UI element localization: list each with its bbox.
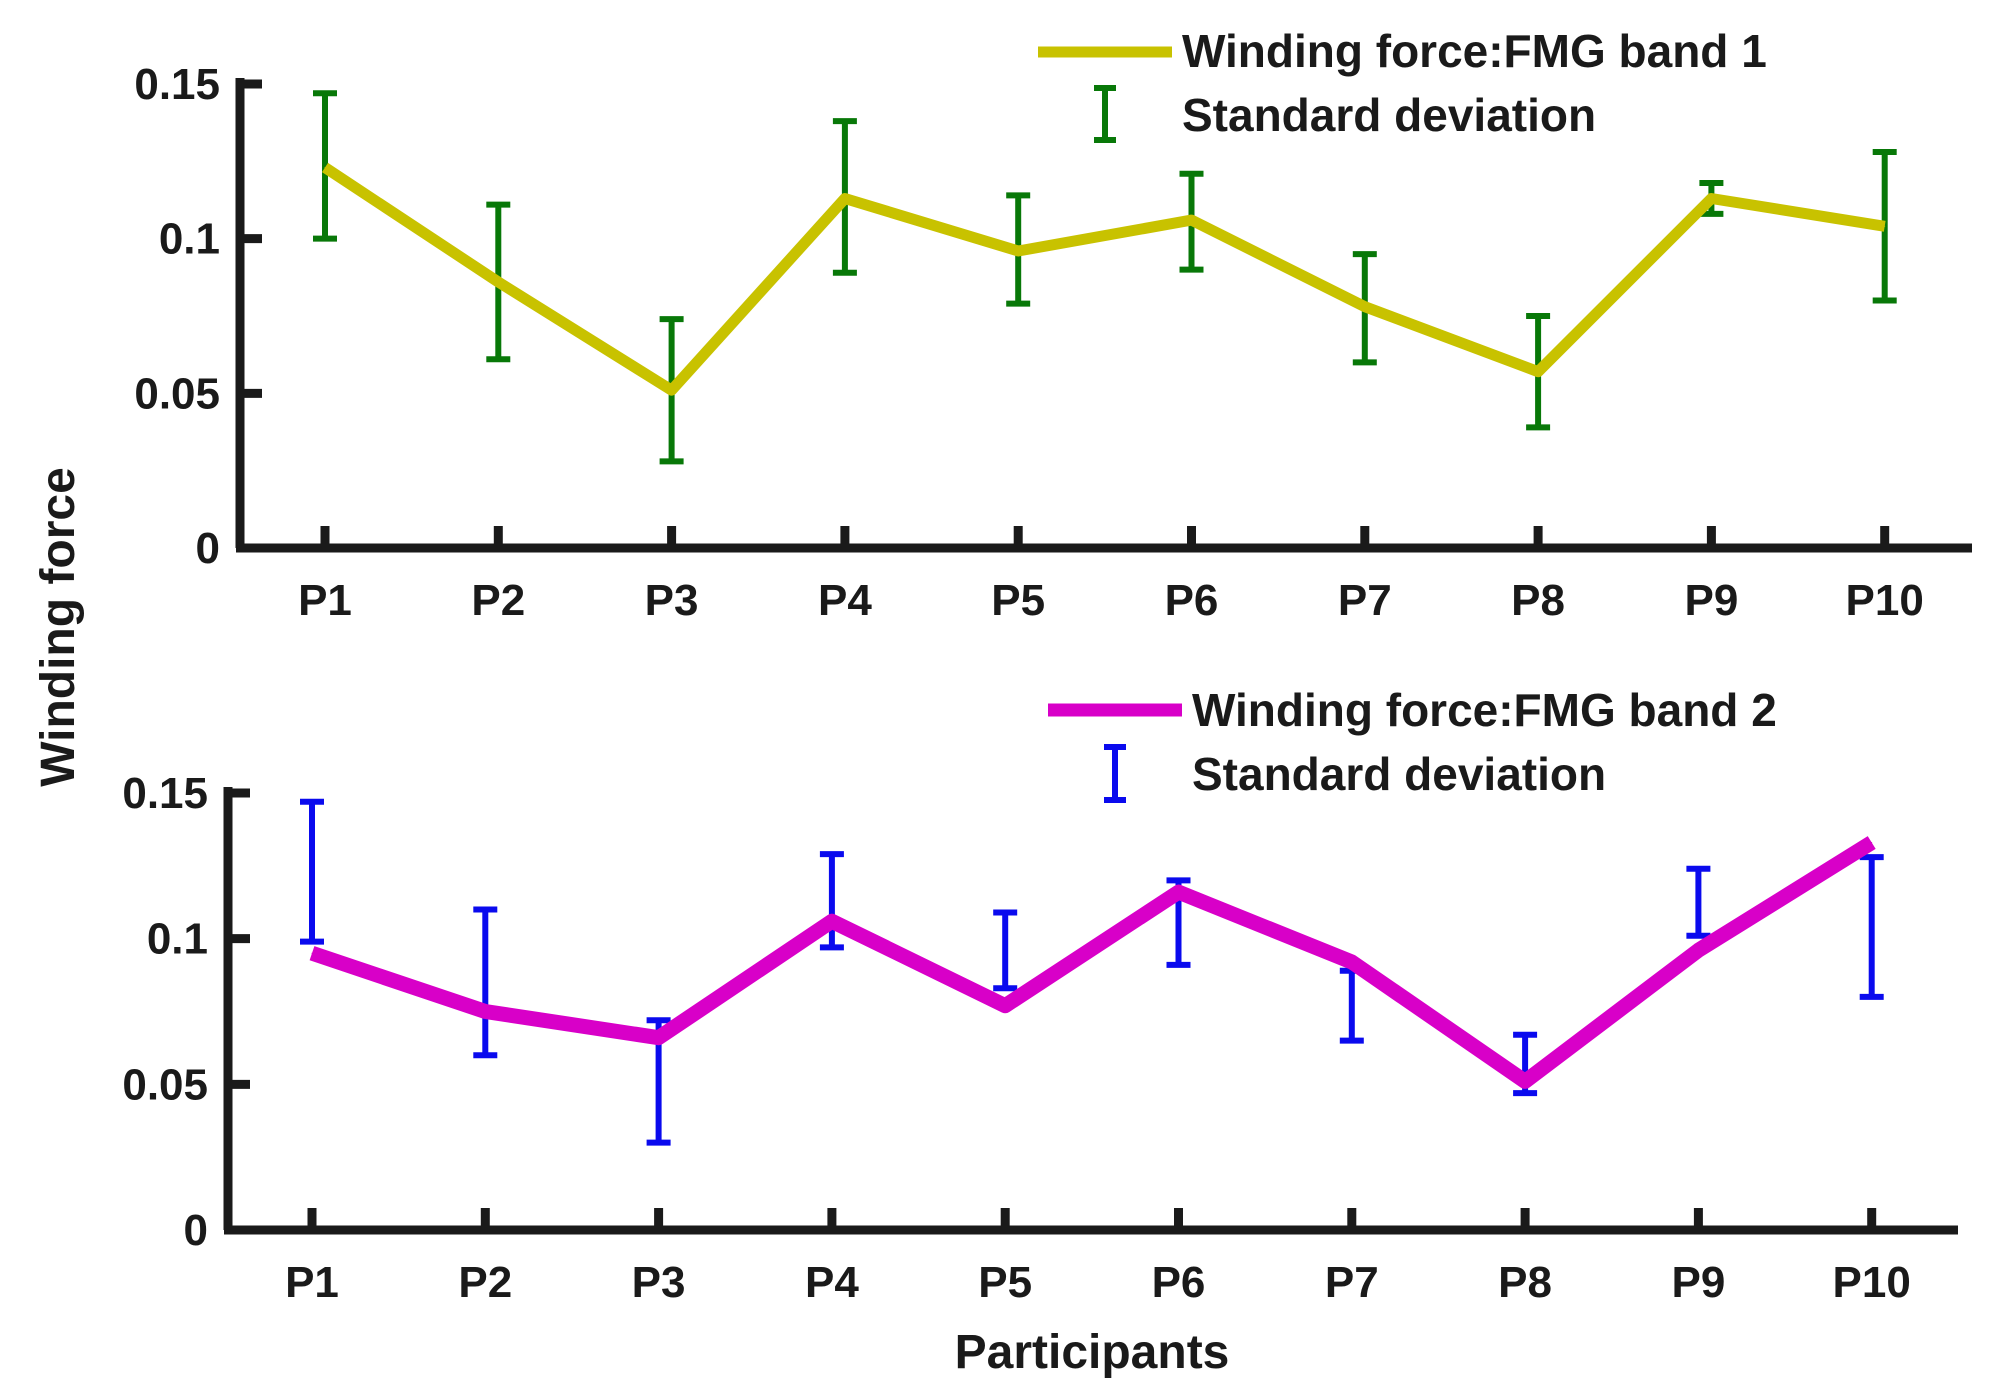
errorbar-bottom <box>300 798 324 945</box>
y-tick-label: 0.1 <box>159 215 220 264</box>
errorbar-bottom <box>1339 967 1364 1044</box>
series-point-band2 <box>1004 1005 1006 1007</box>
x-tick-label: P8 <box>1511 576 1565 625</box>
y-tick-label: 0.05 <box>122 1060 208 1109</box>
x-tick-label: P9 <box>1684 576 1738 625</box>
x-tick-label: P6 <box>1152 1258 1206 1307</box>
y-tick-label: 0 <box>184 1206 208 1255</box>
x-tick-label: P5 <box>991 576 1045 625</box>
y-tick-label: 0.15 <box>134 60 220 109</box>
errorbars-top <box>313 90 1897 465</box>
legend-errorbar-swatch-top <box>1094 85 1116 143</box>
y-ticks-bottom: 0 0.05 0.1 0.15 <box>122 769 250 1255</box>
series-point-band1 <box>1364 306 1366 308</box>
series-point-band2 <box>1871 842 1873 844</box>
x-ticks-top: P1 P2 P3 P4 P5 P6 P7 P8 P9 P10 <box>298 526 1924 625</box>
x-tick-label: P10 <box>1846 576 1924 625</box>
series-point-band1 <box>1710 197 1712 199</box>
series-point-band1 <box>497 281 499 283</box>
axes-top <box>235 78 1972 553</box>
legend-label-band2: Winding force:FMG band 2 <box>1192 684 1777 736</box>
x-tick-label: P4 <box>805 1258 859 1307</box>
series-point-band2 <box>831 920 833 922</box>
x-tick-label: P4 <box>818 576 872 625</box>
legend-label-band1: Winding force:FMG band 1 <box>1182 25 1767 77</box>
y-tick-label: 0.15 <box>122 769 208 818</box>
series-point-band2 <box>658 1037 660 1039</box>
y-axis-title: Winding force <box>32 467 85 787</box>
series-point-band1 <box>1017 250 1019 252</box>
x-tick-label: P8 <box>1498 1258 1552 1307</box>
x-tick-label: P6 <box>1165 576 1219 625</box>
legend-label-stddev-bottom: Standard deviation <box>1192 748 1606 800</box>
x-tick-label: P3 <box>632 1258 686 1307</box>
errorbar-bottom <box>473 906 498 1059</box>
series-point-band2 <box>1697 949 1699 951</box>
series-point-band1 <box>1884 225 1886 227</box>
errorbar-bottom <box>819 851 844 951</box>
series-point-band2 <box>1178 891 1179 893</box>
x-tick-label: P9 <box>1671 1258 1725 1307</box>
series-point-band2 <box>484 1011 486 1012</box>
x-tick-label: P2 <box>471 576 525 625</box>
errorbars-bottom <box>300 798 1884 1146</box>
series-point-band2 <box>1524 1080 1526 1082</box>
y-ticks-top: 0 0.05 0.1 0.15 <box>134 60 262 573</box>
x-tick-label: P2 <box>458 1258 512 1307</box>
series-point-band2 <box>1351 961 1353 963</box>
errorbar-top <box>313 90 337 242</box>
x-tick-label: P1 <box>285 1258 339 1307</box>
series-line-band1 <box>321 162 1886 396</box>
legend-errorbar-swatch-bottom <box>1104 744 1126 803</box>
series-line-band2 <box>309 836 1876 1089</box>
series-point-band1 <box>1537 371 1539 373</box>
x-tick-label: P7 <box>1325 1258 1379 1307</box>
series-point-band2 <box>311 952 313 954</box>
x-tick-label: P1 <box>298 576 352 625</box>
axes-bottom <box>223 787 1958 1235</box>
y-tick-label: 0.1 <box>147 915 208 964</box>
chart-bottom-panel: 0 0.05 0.1 0.15 P1 P2 P3 P4 P5 P6 P7 P8 P9 P10 Windi… <box>122 684 1958 1307</box>
x-tick-label: P5 <box>978 1258 1032 1307</box>
series-point-band1 <box>324 167 326 169</box>
legend-bottom: Winding force:FMG band 2 Standard deviat… <box>1048 684 1777 803</box>
x-ticks-bottom: P1 P2 P3 P4 P5 P6 P7 P8 P9 P10 <box>285 1208 1911 1307</box>
series-point-band1 <box>1191 219 1192 221</box>
errorbar-bottom <box>993 909 1018 992</box>
legend-label-stddev-top: Standard deviation <box>1182 89 1596 141</box>
x-tick-label: P10 <box>1833 1258 1911 1307</box>
x-axis-title: Participants <box>955 1326 1230 1379</box>
errorbar-bottom <box>1859 854 1884 1000</box>
errorbar-bottom <box>1686 865 1711 939</box>
x-tick-label: P7 <box>1338 576 1392 625</box>
y-tick-label: 0 <box>196 524 220 573</box>
series-point-band1 <box>671 389 673 391</box>
chart-top-panel: 0 0.05 0.1 0.15 P1 P2 P3 P4 P5 P6 P7 P8 P9 P10 Windi… <box>134 25 1972 625</box>
x-tick-label: P3 <box>645 576 699 625</box>
y-tick-label: 0.05 <box>134 369 220 418</box>
series-point-band1 <box>844 197 846 199</box>
legend-top: Winding force:FMG band 1 Standard deviat… <box>1038 25 1767 143</box>
